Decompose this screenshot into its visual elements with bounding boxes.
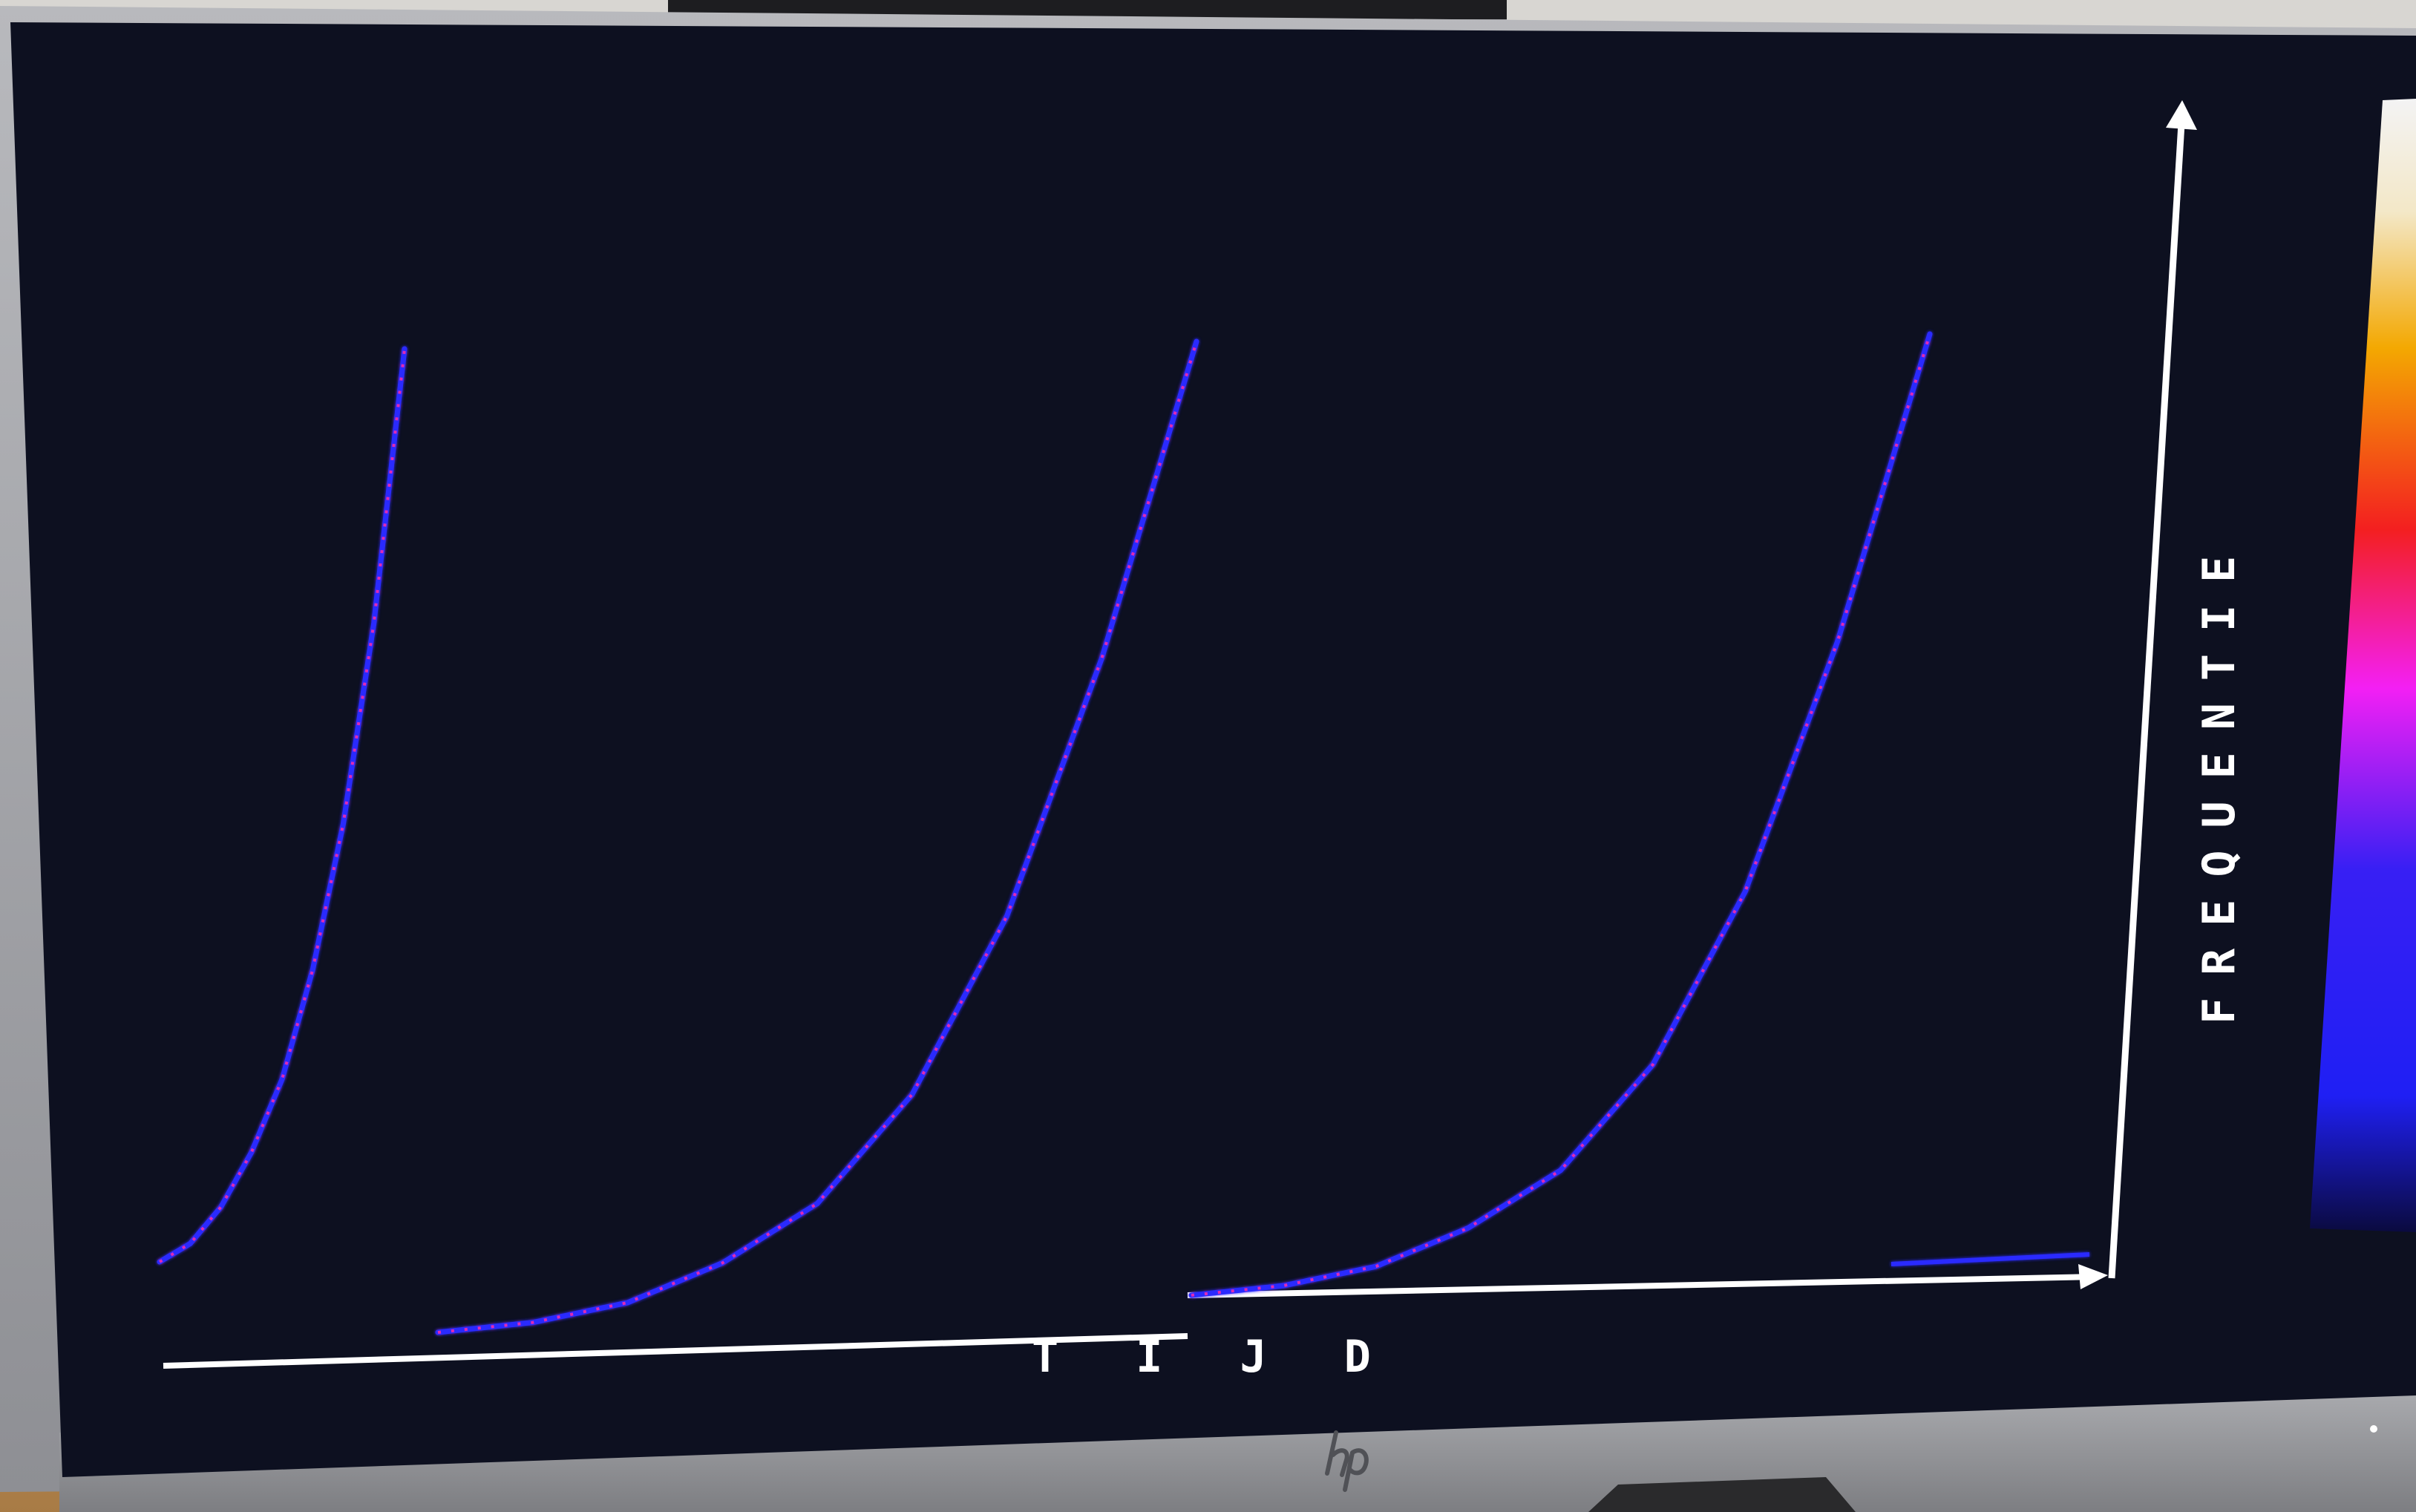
colorbar — [2310, 99, 2416, 1232]
y-axis-line — [2108, 111, 2186, 1279]
x-axis-upper-line — [1187, 1274, 2098, 1298]
x-axis-label: T I J D — [1032, 1331, 1396, 1383]
x-axis-lower-line — [163, 1333, 1188, 1369]
y-axis-label: FREQUENTIE — [2193, 534, 2245, 1024]
axes — [163, 100, 2197, 1369]
trace-tail — [1890, 1252, 2090, 1266]
frequency-traces — [157, 331, 2090, 1335]
x-axis-arrow — [2078, 1264, 2108, 1289]
monitor-stand — [1588, 1477, 1856, 1512]
trace-speckle-3 — [1191, 333, 1931, 1297]
power-led — [2370, 1425, 2377, 1433]
trace-speckle-2 — [437, 341, 1198, 1334]
y-axis-arrow — [2166, 100, 2197, 130]
hp-logo — [1325, 1430, 1369, 1492]
trace-line-1 — [157, 346, 407, 1265]
screen — [10, 22, 2416, 1477]
